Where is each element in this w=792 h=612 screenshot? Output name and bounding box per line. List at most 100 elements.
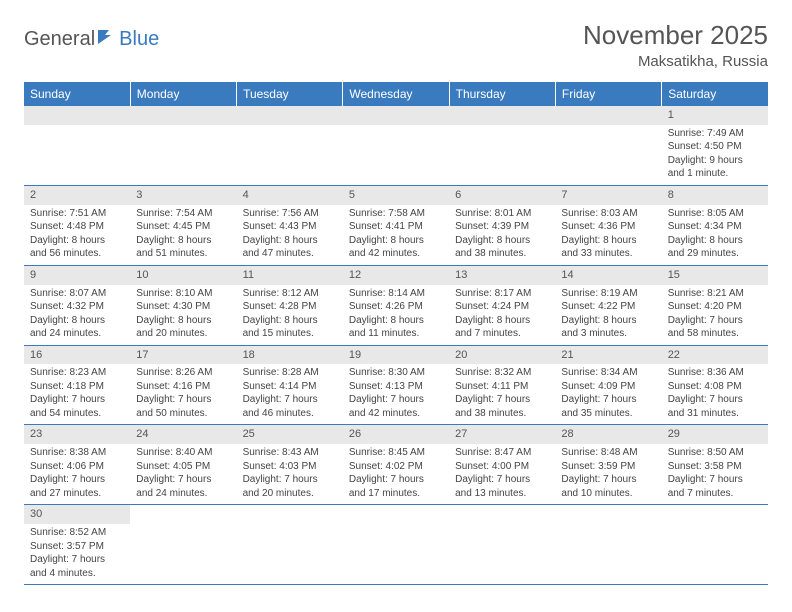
sunrise-text: Sunrise: 8:03 AM: [561, 207, 655, 221]
day-number: 1: [662, 106, 768, 125]
weekday-header: Sunday: [24, 82, 130, 106]
sunrise-text: Sunrise: 7:51 AM: [30, 207, 124, 221]
day-number: 10: [130, 266, 236, 285]
daylight-text: Daylight: 8 hours and 56 minutes.: [30, 234, 124, 261]
sunset-text: Sunset: 4:18 PM: [30, 380, 124, 394]
calendar-cell: [662, 505, 768, 585]
sunrise-text: Sunrise: 8:50 AM: [668, 446, 762, 460]
day-content: Sunrise: 8:50 AMSunset: 3:58 PMDaylight:…: [662, 444, 768, 504]
calendar-week-row: 30Sunrise: 8:52 AMSunset: 3:57 PMDayligh…: [24, 505, 768, 585]
calendar-cell: [237, 505, 343, 585]
calendar-cell: 14Sunrise: 8:19 AMSunset: 4:22 PMDayligh…: [555, 265, 661, 345]
day-content: Sunrise: 8:17 AMSunset: 4:24 PMDaylight:…: [449, 285, 555, 345]
day-content: Sunrise: 8:52 AMSunset: 3:57 PMDaylight:…: [24, 524, 130, 584]
calendar-cell: 12Sunrise: 8:14 AMSunset: 4:26 PMDayligh…: [343, 265, 449, 345]
day-number: 29: [662, 425, 768, 444]
daylight-text: Daylight: 8 hours and 33 minutes.: [561, 234, 655, 261]
day-content: Sunrise: 8:28 AMSunset: 4:14 PMDaylight:…: [237, 364, 343, 424]
calendar-cell: 4Sunrise: 7:56 AMSunset: 4:43 PMDaylight…: [237, 185, 343, 265]
day-number: 16: [24, 346, 130, 365]
sunrise-text: Sunrise: 7:54 AM: [136, 207, 230, 221]
calendar-cell: 26Sunrise: 8:45 AMSunset: 4:02 PMDayligh…: [343, 425, 449, 505]
daylight-text: Daylight: 8 hours and 38 minutes.: [455, 234, 549, 261]
day-number: 6: [449, 186, 555, 205]
sunset-text: Sunset: 4:14 PM: [243, 380, 337, 394]
sunset-text: Sunset: 3:57 PM: [30, 540, 124, 554]
sunrise-text: Sunrise: 8:28 AM: [243, 366, 337, 380]
sunset-text: Sunset: 4:28 PM: [243, 300, 337, 314]
sunrise-text: Sunrise: 8:32 AM: [455, 366, 549, 380]
daylight-text: Daylight: 8 hours and 20 minutes.: [136, 314, 230, 341]
day-content: Sunrise: 8:05 AMSunset: 4:34 PMDaylight:…: [662, 205, 768, 265]
daylight-text: Daylight: 7 hours and 17 minutes.: [349, 473, 443, 500]
daylight-text: Daylight: 7 hours and 13 minutes.: [455, 473, 549, 500]
day-number: 2: [24, 186, 130, 205]
calendar-cell: 30Sunrise: 8:52 AMSunset: 3:57 PMDayligh…: [24, 505, 130, 585]
calendar-cell: [449, 505, 555, 585]
daylight-text: Daylight: 7 hours and 7 minutes.: [668, 473, 762, 500]
daylight-text: Daylight: 8 hours and 42 minutes.: [349, 234, 443, 261]
day-number: 3: [130, 186, 236, 205]
day-number: 27: [449, 425, 555, 444]
day-number: 18: [237, 346, 343, 365]
calendar-cell: [343, 106, 449, 185]
calendar-week-row: 9Sunrise: 8:07 AMSunset: 4:32 PMDaylight…: [24, 265, 768, 345]
sunrise-text: Sunrise: 8:45 AM: [349, 446, 443, 460]
day-number: 23: [24, 425, 130, 444]
weekday-header: Wednesday: [343, 82, 449, 106]
calendar-cell: [343, 505, 449, 585]
daylight-text: Daylight: 7 hours and 46 minutes.: [243, 393, 337, 420]
daylight-text: Daylight: 7 hours and 31 minutes.: [668, 393, 762, 420]
day-number-empty: [343, 106, 449, 125]
sunset-text: Sunset: 4:00 PM: [455, 460, 549, 474]
sunset-text: Sunset: 4:03 PM: [243, 460, 337, 474]
calendar-cell: 17Sunrise: 8:26 AMSunset: 4:16 PMDayligh…: [130, 345, 236, 425]
calendar-cell: 7Sunrise: 8:03 AMSunset: 4:36 PMDaylight…: [555, 185, 661, 265]
day-number: 7: [555, 186, 661, 205]
sunset-text: Sunset: 4:06 PM: [30, 460, 124, 474]
day-content: Sunrise: 7:56 AMSunset: 4:43 PMDaylight:…: [237, 205, 343, 265]
day-content: Sunrise: 8:36 AMSunset: 4:08 PMDaylight:…: [662, 364, 768, 424]
calendar-table: Sunday Monday Tuesday Wednesday Thursday…: [24, 82, 768, 585]
sunset-text: Sunset: 4:45 PM: [136, 220, 230, 234]
day-content: Sunrise: 8:21 AMSunset: 4:20 PMDaylight:…: [662, 285, 768, 345]
day-content: Sunrise: 8:10 AMSunset: 4:30 PMDaylight:…: [130, 285, 236, 345]
calendar-week-row: 16Sunrise: 8:23 AMSunset: 4:18 PMDayligh…: [24, 345, 768, 425]
sunset-text: Sunset: 4:09 PM: [561, 380, 655, 394]
sunrise-text: Sunrise: 8:01 AM: [455, 207, 549, 221]
calendar-cell: 23Sunrise: 8:38 AMSunset: 4:06 PMDayligh…: [24, 425, 130, 505]
sunset-text: Sunset: 4:13 PM: [349, 380, 443, 394]
daylight-text: Daylight: 7 hours and 42 minutes.: [349, 393, 443, 420]
calendar-cell: 3Sunrise: 7:54 AMSunset: 4:45 PMDaylight…: [130, 185, 236, 265]
day-content: Sunrise: 7:58 AMSunset: 4:41 PMDaylight:…: [343, 205, 449, 265]
day-number: 25: [237, 425, 343, 444]
day-content: Sunrise: 8:48 AMSunset: 3:59 PMDaylight:…: [555, 444, 661, 504]
daylight-text: Daylight: 7 hours and 54 minutes.: [30, 393, 124, 420]
daylight-text: Daylight: 8 hours and 15 minutes.: [243, 314, 337, 341]
calendar-cell: 1Sunrise: 7:49 AMSunset: 4:50 PMDaylight…: [662, 106, 768, 185]
day-content: Sunrise: 7:49 AMSunset: 4:50 PMDaylight:…: [662, 125, 768, 185]
weekday-header: Saturday: [662, 82, 768, 106]
day-number: 26: [343, 425, 449, 444]
calendar-cell: [449, 106, 555, 185]
sunset-text: Sunset: 3:59 PM: [561, 460, 655, 474]
calendar-cell: 27Sunrise: 8:47 AMSunset: 4:00 PMDayligh…: [449, 425, 555, 505]
weekday-header-row: Sunday Monday Tuesday Wednesday Thursday…: [24, 82, 768, 106]
calendar-cell: 10Sunrise: 8:10 AMSunset: 4:30 PMDayligh…: [130, 265, 236, 345]
sunset-text: Sunset: 4:39 PM: [455, 220, 549, 234]
sunset-text: Sunset: 4:24 PM: [455, 300, 549, 314]
calendar-cell: [130, 106, 236, 185]
sunset-text: Sunset: 3:58 PM: [668, 460, 762, 474]
sunrise-text: Sunrise: 8:05 AM: [668, 207, 762, 221]
day-content: Sunrise: 8:32 AMSunset: 4:11 PMDaylight:…: [449, 364, 555, 424]
day-number: 19: [343, 346, 449, 365]
sunrise-text: Sunrise: 8:14 AM: [349, 287, 443, 301]
sunrise-text: Sunrise: 8:21 AM: [668, 287, 762, 301]
day-content: Sunrise: 8:34 AMSunset: 4:09 PMDaylight:…: [555, 364, 661, 424]
sunrise-text: Sunrise: 8:43 AM: [243, 446, 337, 460]
day-number: 12: [343, 266, 449, 285]
sunrise-text: Sunrise: 7:58 AM: [349, 207, 443, 221]
calendar-cell: 13Sunrise: 8:17 AMSunset: 4:24 PMDayligh…: [449, 265, 555, 345]
daylight-text: Daylight: 7 hours and 4 minutes.: [30, 553, 124, 580]
day-number-empty: [237, 106, 343, 125]
